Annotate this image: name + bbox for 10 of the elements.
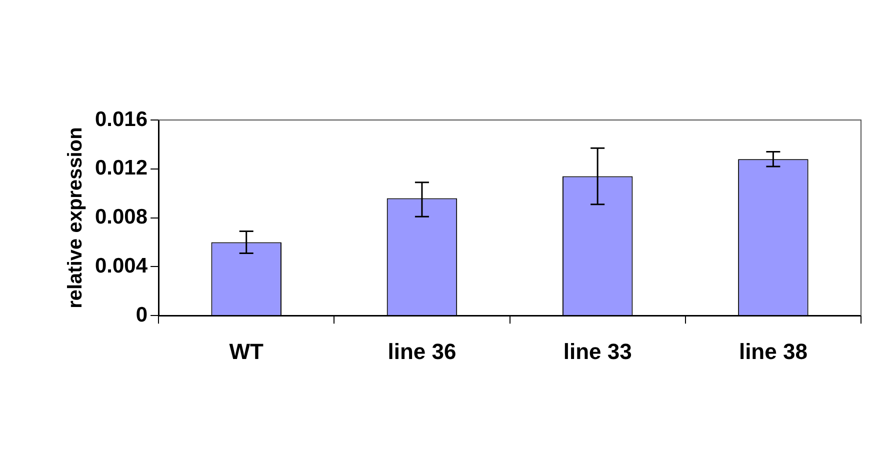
- y-tick-label: 0.004: [94, 254, 148, 278]
- x-tick-label: line 33: [563, 338, 632, 364]
- x-tick-label: line 38: [738, 338, 808, 364]
- x-tick-label: line 36: [388, 338, 456, 364]
- y-tick-label: 0.008: [94, 206, 148, 229]
- y-tick-label: 0: [136, 303, 148, 326]
- x-tick-label: WT: [229, 338, 264, 364]
- y-axis-title: relative expression: [64, 127, 87, 308]
- y-tick-label: 0.016: [94, 108, 148, 131]
- y-tick-label: 0.012: [94, 156, 148, 180]
